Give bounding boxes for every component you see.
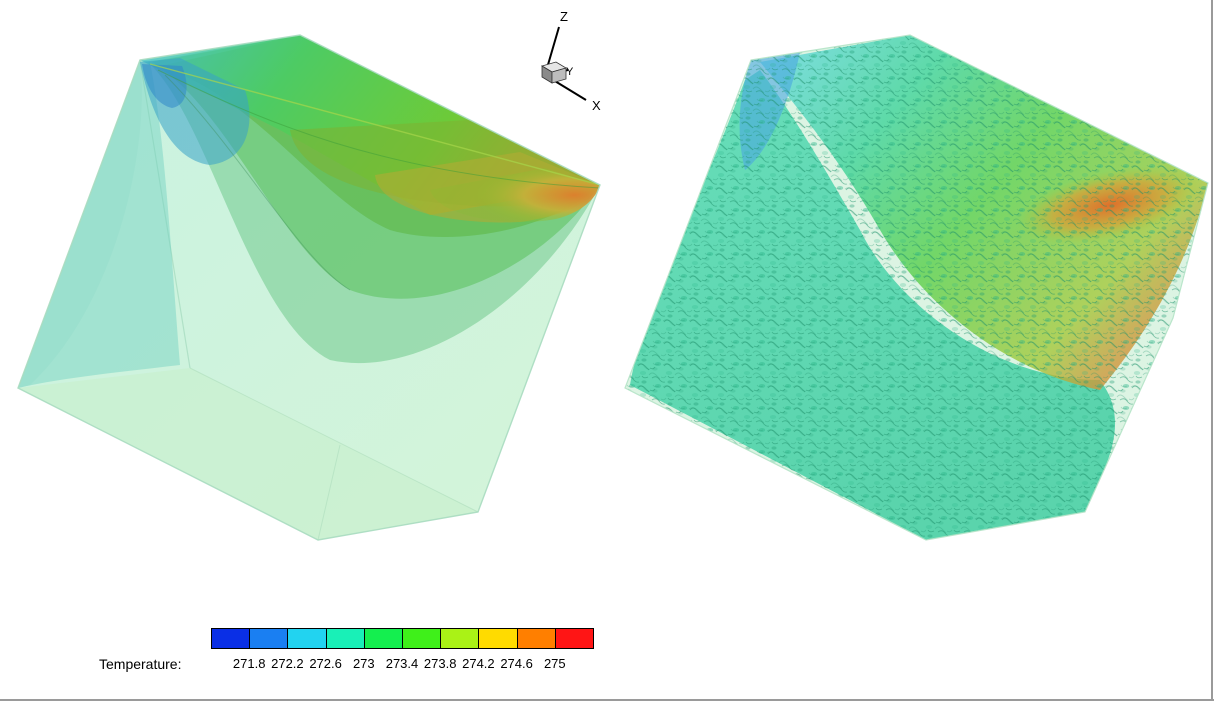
colormap-band-9 bbox=[554, 628, 594, 649]
legend-tick-label: 273.8 bbox=[423, 656, 457, 671]
colormap-band-0 bbox=[211, 628, 251, 649]
legend-tick-label: 271.8 bbox=[232, 656, 266, 671]
legend-tick-label: 272.6 bbox=[309, 656, 342, 671]
legend-title: Temperature: bbox=[99, 656, 182, 672]
legend-tick-label: 274.6 bbox=[500, 656, 533, 671]
frame-right-edge bbox=[1211, 0, 1213, 701]
legend-tick-label: 275 bbox=[543, 656, 566, 671]
legend-tick-label: 273.4 bbox=[385, 656, 419, 671]
left-warm-contour-3 bbox=[430, 168, 600, 223]
axes-triad: Z Y X bbox=[541, 9, 601, 113]
axis-z-label: Z bbox=[560, 9, 568, 24]
colormap-band-6 bbox=[440, 628, 480, 649]
colormap-band-5 bbox=[402, 628, 442, 649]
turbulent-isosurface-volume bbox=[624, 34, 1209, 541]
legend-tick-label: 273 bbox=[352, 656, 375, 671]
smooth-contour-volume bbox=[17, 34, 601, 541]
legend-tick-label: 274.2 bbox=[462, 656, 495, 671]
colormap-band-7 bbox=[478, 628, 518, 649]
colormap-band-8 bbox=[516, 628, 556, 649]
colormap-band-4 bbox=[363, 628, 403, 649]
left-cool-region bbox=[18, 60, 180, 388]
frame-bottom-edge bbox=[0, 699, 1214, 701]
colormap-band-2 bbox=[287, 628, 327, 649]
axis-x-label: X bbox=[592, 98, 601, 113]
left-cube-bottom-face bbox=[18, 368, 478, 540]
legend-tick-label: 272.2 bbox=[271, 656, 304, 671]
colormap-band-3 bbox=[325, 628, 365, 649]
axis-y-label: Y bbox=[566, 66, 574, 78]
colormap-band-1 bbox=[249, 628, 289, 649]
